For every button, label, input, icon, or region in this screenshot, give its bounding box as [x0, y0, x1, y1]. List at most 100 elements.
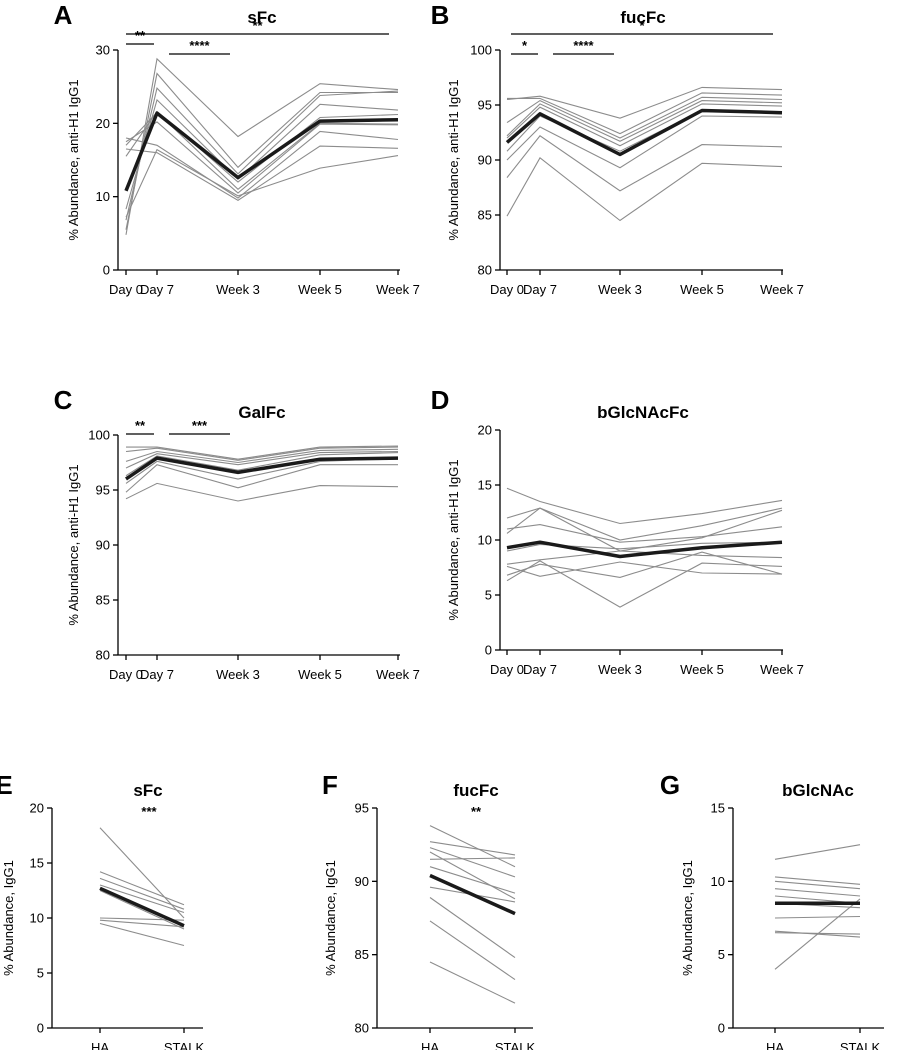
panel-d-individual-line: [506, 507, 783, 541]
panel-b-significance-label: *: [639, 18, 645, 33]
panel-g-individual-line: [774, 888, 861, 897]
panel-g-y-axis-label: % Abundance, IgG1: [680, 860, 695, 976]
panel-a-significance-label: ****: [189, 38, 210, 53]
panel-a-x-tick-label: Week 7: [376, 282, 420, 297]
panel-d-individual-line: [506, 524, 783, 543]
panel-e-individual-line: [99, 871, 185, 906]
panel-b-x-tick-label: Week 3: [598, 282, 642, 297]
panel-e-y-tick-label: 15: [30, 856, 44, 871]
panel-a-y-axis-label: % Abundance, anti-H1 IgG1: [66, 79, 81, 240]
panel-c-y-tick-label: 80: [96, 648, 110, 663]
panel-b-y-tick-label: 100: [470, 43, 492, 58]
panel-b-x-tick-label: Week 5: [680, 282, 724, 297]
panel-e-individual-line: [99, 884, 185, 914]
panel-f-y-axis-label: % Abundance, IgG1: [323, 860, 338, 976]
panel-g-individual-line: [774, 844, 861, 860]
panel-b-y-tick-label: 90: [478, 153, 492, 168]
panel-g-y-tick-label: 10: [711, 874, 725, 889]
panel-d-title: bGlcNAcFc: [597, 403, 689, 422]
panel-b-individual-line: [506, 115, 783, 169]
panel-c-x-tick-label: Week 5: [298, 667, 342, 682]
panel-g-x-tick-label: STALK: [840, 1040, 881, 1050]
panel-g-individual-line: [774, 898, 861, 970]
panel-d-y-tick-label: 5: [485, 588, 492, 603]
panel-a-individual-line: [125, 57, 399, 235]
panel-c-individual-line: [125, 450, 399, 469]
panel-c-x-tick-label: Day 0: [109, 667, 143, 682]
panel-b-individual-line: [506, 135, 783, 192]
panel-a-individual-line: [125, 111, 399, 191]
panel-c-label: C: [54, 385, 73, 415]
panel-a-x-tick-label: Week 5: [298, 282, 342, 297]
panel-d-y-tick-label: 10: [478, 533, 492, 548]
panel-b-y-tick-label: 85: [478, 208, 492, 223]
panel-c-individual-line: [125, 457, 399, 484]
panel-d-individual-line: [506, 560, 783, 608]
panel-b-individual-line: [506, 103, 783, 147]
panel-e-mean-line: [99, 886, 185, 928]
panel-d-y-tick-label: 20: [478, 423, 492, 438]
panel-c-individual-line: [125, 464, 398, 493]
panel-b-mean-line: [505, 108, 783, 157]
panel-c-significance-label: ***: [192, 418, 208, 433]
panel-d-individual-line: [506, 561, 783, 577]
panel-f-individual-line: [429, 961, 516, 1004]
panel-e-individual-line: [99, 890, 185, 930]
panel-e-significance-label: ***: [141, 804, 157, 819]
panel-f-individual-line: [429, 825, 516, 868]
panel-c-y-tick-label: 90: [96, 538, 110, 553]
panel-f-y-tick-label: 85: [355, 947, 369, 962]
panel-b-individual-line: [506, 100, 783, 142]
panel-b-individual-line: [507, 92, 783, 135]
panel-g-title: bGlcNAc: [782, 781, 854, 800]
panel-e-y-tick-label: 20: [30, 801, 44, 816]
panel-a-individual-line: [125, 145, 399, 201]
panel-c-x-tick-label: Week 7: [376, 667, 420, 682]
panel-b-individual-line: [506, 96, 783, 139]
panel-a-x-tick-label: Week 3: [216, 282, 260, 297]
panel-g-y-tick-label: 5: [718, 947, 725, 962]
panel-c-significance-label: **: [135, 418, 146, 433]
panel-g-label: G: [660, 770, 680, 800]
panel-f-individual-line: [429, 847, 516, 878]
panel-e-y-tick-label: 10: [30, 911, 44, 926]
panel-d-individual-line: [506, 487, 783, 525]
panel-a-individual-line: [125, 110, 399, 183]
panel-c-individual-line: [125, 482, 399, 502]
panel-e-y-tick-label: 5: [37, 966, 44, 981]
panel-d-x-tick-label: Day 7: [523, 662, 557, 677]
panel-f-x-tick-label: HA: [421, 1040, 439, 1050]
panel-c-y-axis-label: % Abundance, anti-H1 IgG1: [66, 464, 81, 625]
panel-d-x-tick-label: Day 0: [490, 662, 524, 677]
panel-d-x-tick-label: Week 5: [680, 662, 724, 677]
panel-f-mean-line: [429, 873, 516, 916]
panel-f-individual-line: [429, 857, 516, 860]
panel-f-individual-line: [429, 841, 516, 856]
panel-c-y-tick-label: 85: [96, 593, 110, 608]
panel-d-y-tick-label: 15: [478, 478, 492, 493]
panel-a-individual-line: [125, 121, 399, 194]
panel-a-y-tick-label: 10: [96, 189, 110, 204]
panel-d-mean-line: [506, 540, 783, 559]
panel-b-significance-label: ****: [573, 38, 594, 53]
panel-g-individual-line: [774, 880, 861, 890]
panel-c-x-tick-label: Week 3: [216, 667, 260, 682]
panel-b-y-axis-label: % Abundance, anti-H1 IgG1: [446, 79, 461, 240]
panel-e-title: sFc: [133, 781, 162, 800]
panel-e-individual-line: [99, 877, 185, 910]
panel-a-x-tick-label: Day 7: [140, 282, 174, 297]
panel-e-x-tick-label: HA: [91, 1040, 109, 1050]
panel-d-individual-line: [506, 550, 783, 565]
panel-a-individual-line: [125, 148, 399, 218]
panel-f-x-tick-label: STALK: [495, 1040, 536, 1050]
panel-c-individual-line: [126, 445, 399, 460]
panel-d-y-tick-label: 0: [485, 643, 492, 658]
panel-c-title: GalFc: [238, 403, 285, 422]
panel-a-x-tick-label: Day 0: [109, 282, 143, 297]
panel-e-x-tick-label: STALK: [164, 1040, 205, 1050]
panel-b-individual-line: [506, 156, 783, 222]
panel-f-individual-line: [429, 866, 516, 894]
panel-b-x-tick-label: Day 0: [490, 282, 524, 297]
panel-b-individual-line: [506, 86, 783, 119]
